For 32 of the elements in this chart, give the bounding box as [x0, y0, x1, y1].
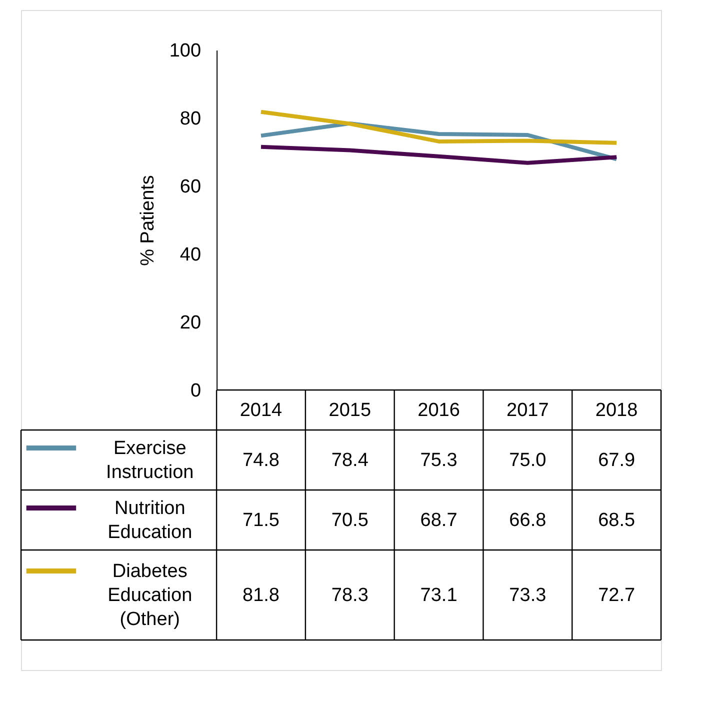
data-label: 73.3 — [509, 585, 546, 606]
x-tick-label: 2016 — [418, 400, 460, 421]
data-label: 71.5 — [242, 510, 280, 531]
legend-label: Nutrition Education — [108, 498, 192, 543]
line-series — [259, 144, 619, 165]
x-tick-label: 2014 — [240, 400, 283, 421]
data-label: 73.1 — [420, 585, 458, 606]
data-label: 68.5 — [598, 510, 636, 531]
data-label: 78.3 — [331, 585, 368, 606]
y-tick-label: 40 — [180, 244, 202, 266]
line-series — [259, 110, 619, 145]
data-label: 75.0 — [509, 450, 546, 471]
y-tick-label: 100 — [169, 40, 202, 62]
data-label: 75.3 — [420, 450, 458, 471]
data-label: 70.5 — [331, 510, 368, 531]
data-label: 68.7 — [420, 510, 458, 531]
y-tick-label: 80 — [180, 108, 202, 130]
y-tick-label: 60 — [180, 176, 202, 198]
data-label: 67.9 — [598, 450, 636, 471]
legend-label: Exercise Instruction — [106, 438, 194, 483]
y-tick-label: 0 — [190, 380, 202, 402]
data-label: 66.8 — [509, 510, 546, 531]
data-label: 78.4 — [331, 450, 369, 471]
y-axis-title: % Patients — [137, 175, 158, 266]
x-tick-label: 2017 — [506, 400, 549, 421]
data-label: 81.8 — [242, 585, 280, 606]
data-label: 74.8 — [242, 450, 280, 471]
legend-label: Diabetes Education (Other) — [108, 561, 192, 630]
x-tick-label: 2015 — [328, 400, 372, 421]
data-label: 72.7 — [598, 585, 636, 606]
x-tick-label: 2018 — [595, 400, 638, 421]
y-tick-label: 20 — [180, 312, 202, 334]
